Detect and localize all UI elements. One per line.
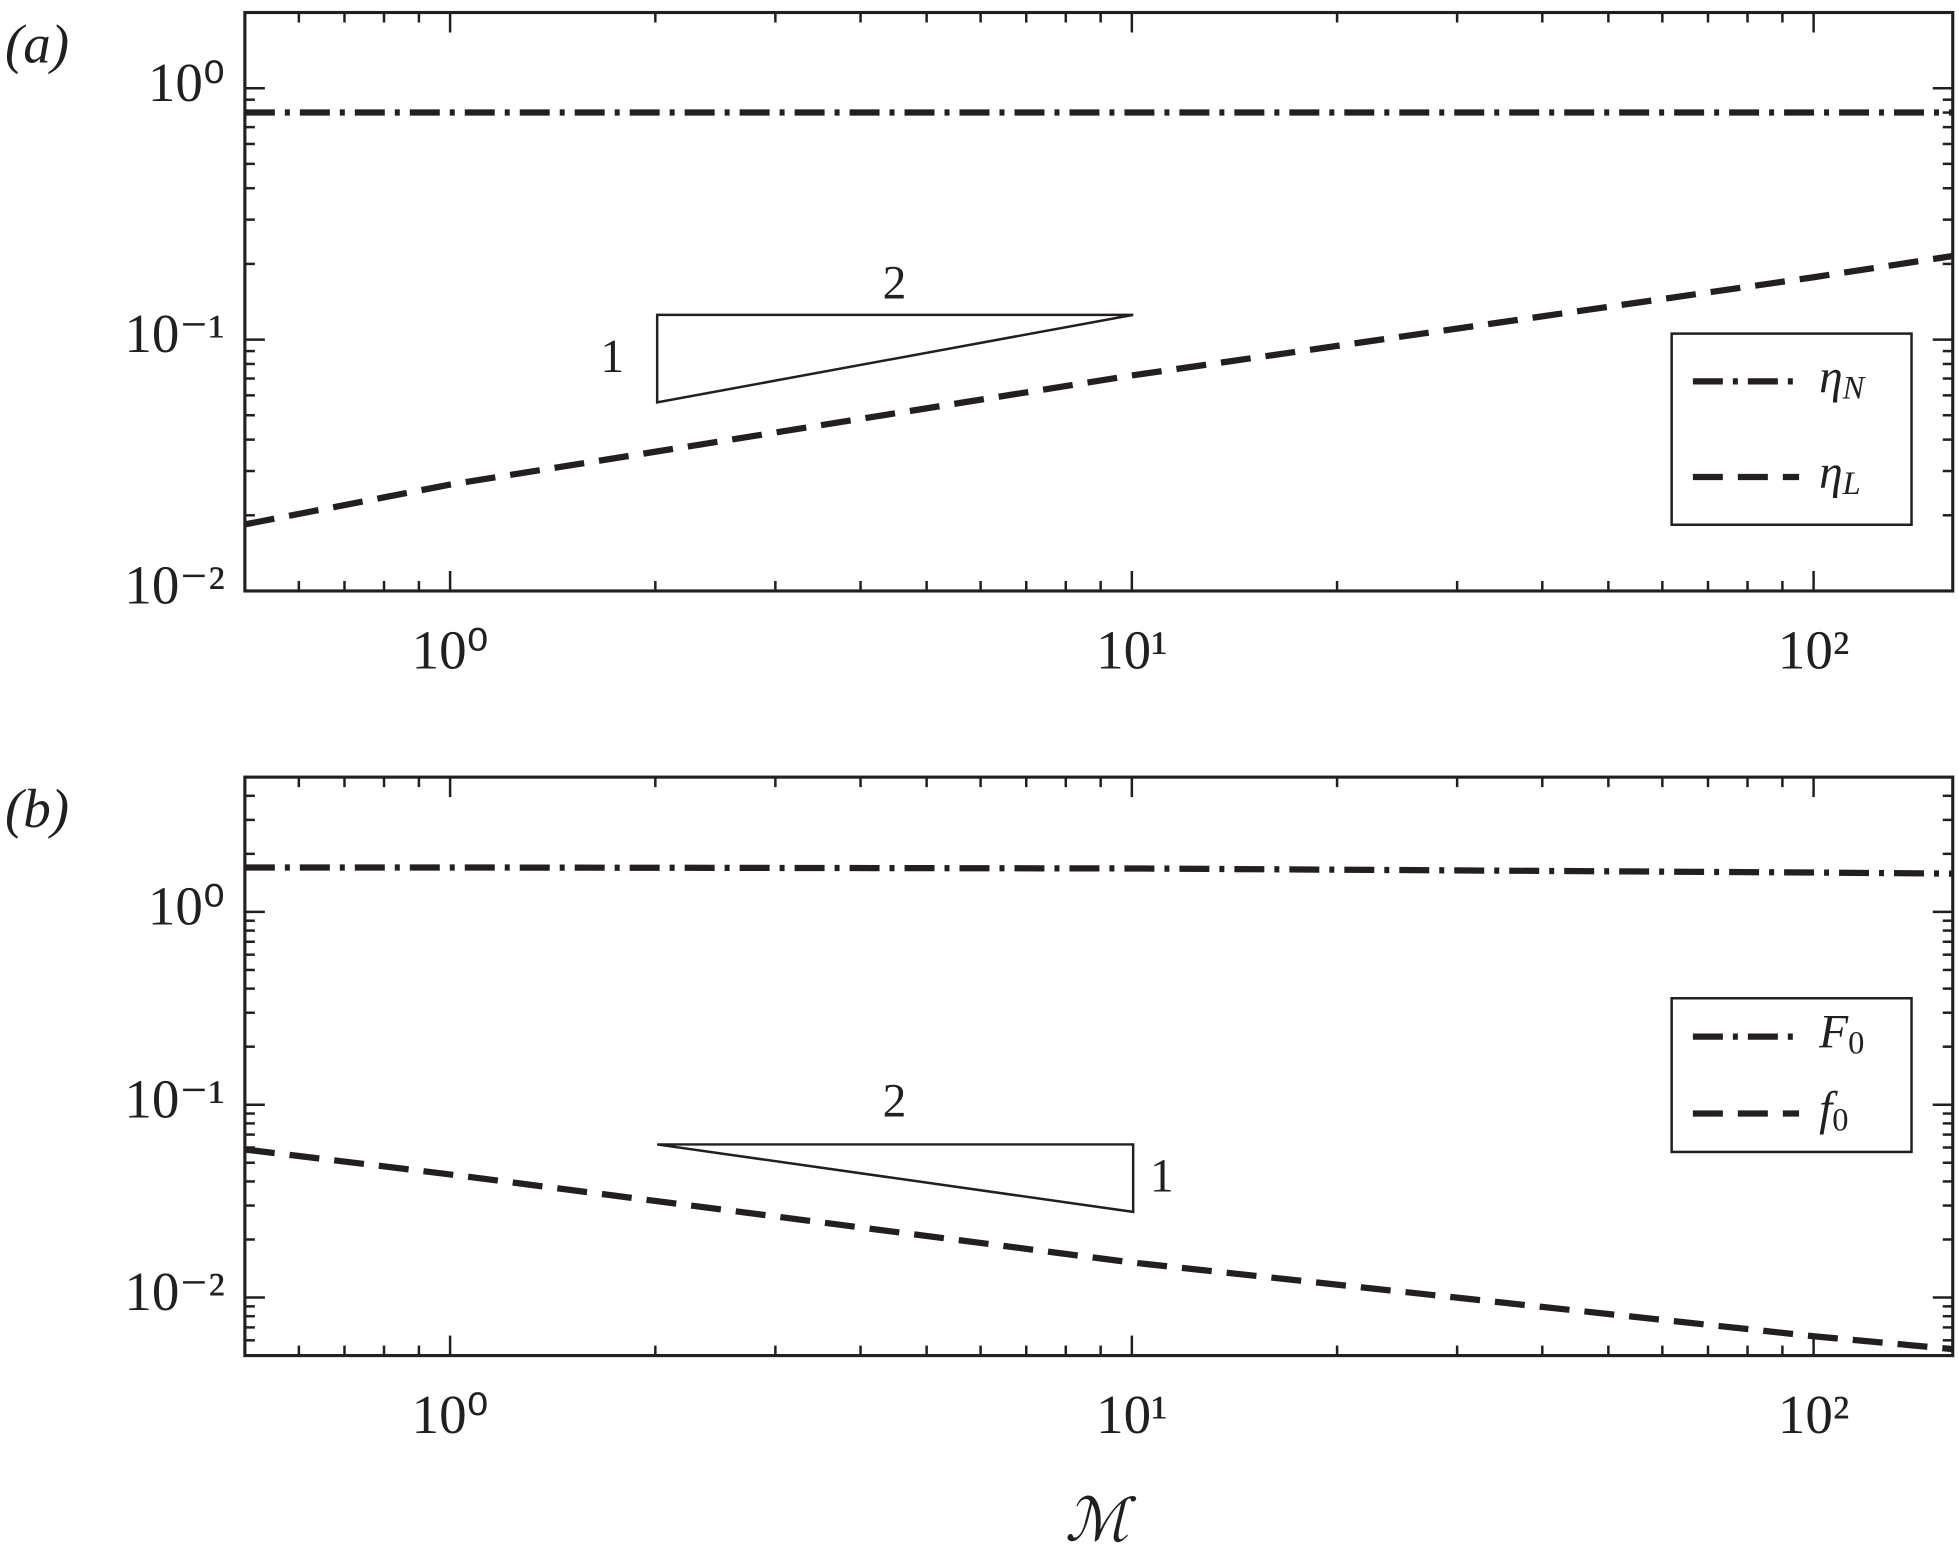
x-tick-label: 10⁰	[412, 620, 489, 681]
y-tick-label: 10⁻²	[124, 1261, 224, 1322]
x-tick-label: 10²	[1778, 1384, 1849, 1445]
series-line	[244, 864, 1953, 877]
x-tick-label: 10¹	[1096, 1384, 1167, 1445]
slope-run: 2	[883, 1076, 907, 1128]
panel-label: (a)	[5, 14, 69, 75]
panel-label: (b)	[5, 778, 69, 839]
slope-triangle	[655, 313, 1134, 404]
x-tick-label: 10⁰	[412, 1384, 489, 1445]
legend-label: ηL	[1819, 447, 1861, 503]
panel: 10⁰ 10¹ 10² 10⁻² 10⁻¹ 10⁰ F0 f0	[124, 775, 1955, 1445]
plot-frame	[243, 10, 1955, 593]
legend-label: ηN	[1819, 351, 1867, 407]
slope-rise: 1	[600, 331, 624, 383]
slope-run: 2	[883, 257, 907, 309]
x-tick-label: 10¹	[1096, 620, 1167, 681]
plot-frame	[243, 775, 1955, 1358]
panel: 10⁰ 10¹ 10² 10⁻² 10⁻¹ 10⁰ ηN ηL	[124, 10, 1955, 681]
series-line	[244, 252, 1953, 528]
legend-label: f0	[1819, 1083, 1848, 1139]
y-tick-label: 10⁻²	[124, 555, 224, 616]
legend-label: F0	[1818, 1007, 1864, 1063]
legend-box	[1670, 332, 1913, 527]
series-line	[244, 1146, 1953, 1353]
y-tick-label: 10⁰	[148, 876, 225, 937]
y-tick-label: 10⁻¹	[124, 303, 224, 364]
y-tick-label: 10⁰	[148, 52, 225, 113]
slope-rise: 1	[1150, 1151, 1174, 1203]
y-tick-label: 10⁻¹	[124, 1068, 224, 1129]
legend-box	[1670, 997, 1913, 1154]
x-tick-label: 10²	[1778, 620, 1849, 681]
slope-triangle	[656, 1143, 1135, 1214]
x-axis-label: ℳ	[1065, 1488, 1137, 1553]
